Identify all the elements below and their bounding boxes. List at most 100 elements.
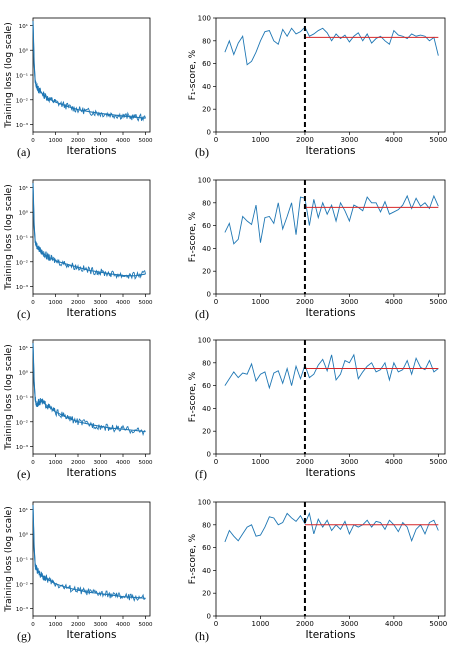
y-tick-label: 10⁻² [16,581,28,588]
x-tick-label: 2000 [296,458,314,466]
y-tick-label: 10⁰ [19,370,29,377]
y-tick-label: 0 [207,613,211,621]
noisy-loss-band [32,505,146,602]
x-tick-label: 4000 [116,460,130,466]
y-axis-label: Training loss (log scale) [4,184,14,290]
y-tick-label: 10⁻³ [16,284,28,291]
series-line [224,353,439,390]
y-tick-label: 0 [207,129,211,137]
y-tick-label: 10⁻¹ [16,557,28,564]
series-line [224,511,439,543]
chart-panel-b: 0 1000 2000 3000 4000 5000 0 20 40 60 80 100 Iterati… [188,15,447,160]
y-tick-label: 60 [202,382,211,390]
plot-frame [215,501,446,617]
x-tick-label: 0 [31,300,35,306]
x-tick-label: 2000 [296,298,314,306]
y-tick-label: 10⁻¹ [16,235,28,242]
x-tick-label: 3000 [94,138,108,144]
chart-panel-d: 0 1000 2000 3000 4000 5000 0 20 40 60 80 100 Iterati… [188,177,447,322]
plot-frame [215,17,446,133]
x-tick-label: 4000 [116,622,130,628]
y-axis-label: Training loss (log scale) [4,22,14,128]
x-axis-label: Iterations [305,467,355,479]
y-tick-label: 80 [202,521,211,529]
y-tick-label: 20 [202,106,211,114]
y-tick-label: 10⁻³ [16,122,28,129]
y-tick-label: 10⁻² [16,419,28,426]
x-tick-label: 3000 [340,458,358,466]
panel-label: (e) [17,467,30,481]
panel-label: (c) [17,307,30,321]
x-axis-label: Iterations [66,307,116,319]
x-tick-label: 3000 [94,300,108,306]
y-axis-label: F₁-score, % [188,371,198,422]
x-tick-label: 2000 [71,138,85,144]
chart-panel-h: 0 1000 2000 3000 4000 5000 0 20 40 60 80 100 Iterati… [188,499,447,644]
y-tick-label: 40 [202,83,211,91]
y-tick-label: 100 [198,15,211,23]
series-line [32,21,146,119]
x-tick-label: 4000 [385,298,403,306]
x-tick-label: 0 [31,460,35,466]
y-axis-label: Training loss (log scale) [4,344,14,450]
chart-panel-c: 0 1000 2000 3000 4000 5000 10⁻³ 10⁻² 10⁻¹ 10⁰ 10¹ I… [4,179,153,321]
y-tick-label: 80 [202,199,211,207]
y-tick-label: 10¹ [19,23,28,30]
x-tick-label: 5000 [429,458,447,466]
y-tick-label: 80 [202,37,211,45]
y-tick-label: 0 [207,291,211,299]
chart-panel-g: 0 1000 2000 3000 4000 5000 10⁻³ 10⁻² 10⁻¹ 10⁰ 10¹ I… [4,501,153,643]
y-axis-label: F₁-score, % [188,533,198,584]
y-tick-label: 100 [198,499,211,507]
y-tick-label: 0 [207,451,211,459]
x-tick-label: 1000 [252,136,270,144]
y-tick-label: 40 [202,245,211,253]
noisy-loss-band [32,21,146,122]
x-tick-label: 3000 [340,136,358,144]
x-tick-label: 2000 [71,460,85,466]
x-tick-label: 5000 [139,622,153,628]
x-tick-label: 2000 [71,622,85,628]
x-axis-label: Iterations [66,467,116,479]
y-axis-label: Training loss (log scale) [4,506,14,612]
x-tick-label: 5000 [429,298,447,306]
x-tick-label: 3000 [94,460,108,466]
x-tick-label: 4000 [385,620,403,628]
panel-label: (b) [195,145,209,159]
chart-panel-a: 0 1000 2000 3000 4000 5000 10⁻³ 10⁻² 10⁻¹ 10⁰ 10¹ I… [4,17,153,159]
x-tick-label: 3000 [340,298,358,306]
x-tick-label: 2000 [296,136,314,144]
x-tick-label: 0 [214,298,218,306]
x-tick-label: 1000 [49,460,63,466]
y-tick-label: 100 [198,177,211,185]
series-line [224,26,439,66]
panel-label: (f) [195,467,207,481]
noisy-loss-band [32,343,146,437]
x-tick-label: 4000 [385,458,403,466]
x-tick-label: 1000 [252,620,270,628]
x-axis-label: Iterations [305,307,355,319]
x-axis-label: Iterations [66,145,116,157]
x-tick-label: 5000 [139,138,153,144]
y-tick-label: 10⁻¹ [16,395,28,402]
y-tick-label: 10⁰ [19,532,29,539]
y-tick-label: 20 [202,590,211,598]
x-tick-label: 2000 [296,620,314,628]
plot-frame [32,339,151,455]
x-axis-label: Iterations [305,629,355,641]
y-axis-label: F₁-score, % [188,211,198,262]
x-axis-label: Iterations [305,145,355,157]
x-tick-label: 3000 [340,620,358,628]
x-tick-label: 0 [214,458,218,466]
noisy-loss-band [32,183,146,280]
x-tick-label: 1000 [252,298,270,306]
y-tick-label: 40 [202,405,211,413]
x-tick-label: 4000 [116,138,130,144]
x-tick-label: 4000 [116,300,130,306]
x-tick-label: 5000 [429,620,447,628]
x-tick-label: 0 [31,138,35,144]
x-tick-label: 5000 [139,300,153,306]
x-tick-label: 0 [214,620,218,628]
y-axis-label: F₁-score, % [188,49,198,100]
